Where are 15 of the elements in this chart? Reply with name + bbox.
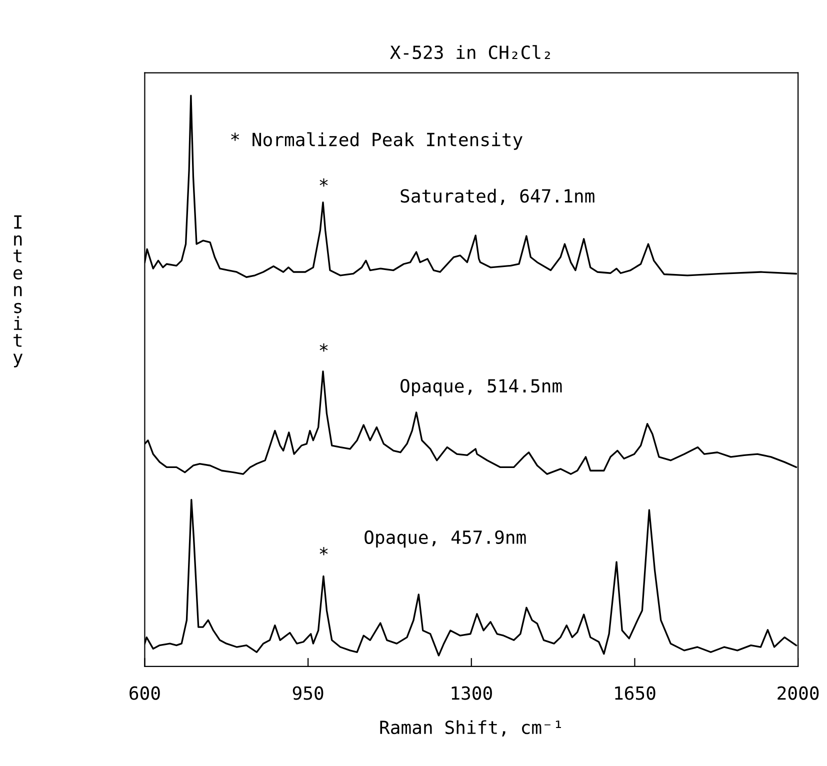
- series-label: Opaque, 514.5nm: [400, 378, 562, 396]
- annotation: *: [320, 343, 328, 352]
- x-tick-label: 1300: [452, 686, 492, 700]
- x-tick-label: 2000: [778, 686, 819, 700]
- chart-title: X-523 in CH₂Cl₂: [390, 45, 550, 60]
- x-tick-label: 600: [130, 686, 160, 700]
- x-axis-title: Raman Shift, cm⁻¹: [380, 720, 561, 736]
- annotation: *: [320, 178, 328, 187]
- series-label: Saturated, 647.1nm: [400, 188, 594, 205]
- annotation: *: [320, 547, 328, 556]
- text: Intensity: [13, 215, 23, 368]
- annotation: * Normalized Peak Intensity: [231, 132, 522, 150]
- text: Opaque, 457.9nm: [364, 530, 526, 548]
- x-tick-label: 1650: [615, 686, 656, 700]
- x-tick-label: 950: [292, 686, 324, 700]
